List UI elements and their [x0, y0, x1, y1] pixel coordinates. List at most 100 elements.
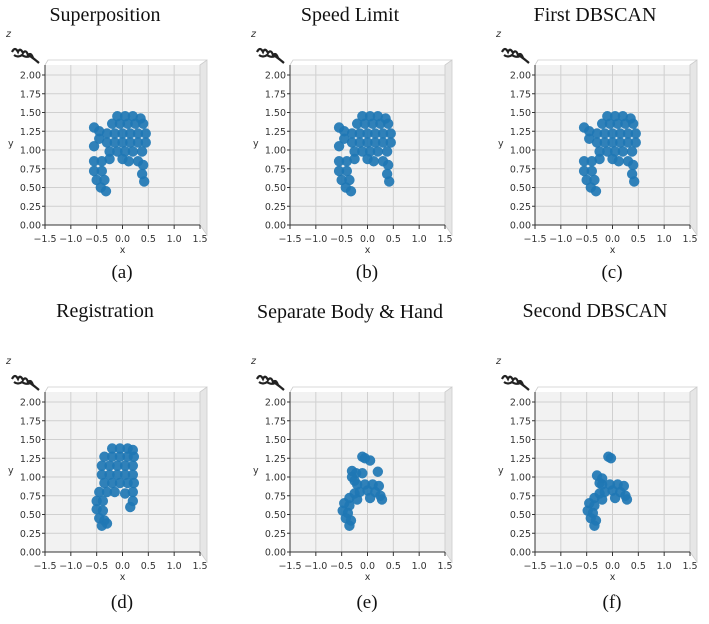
x-tick-label: 1.5 [192, 561, 207, 572]
side-pane [689, 59, 698, 237]
data-point [88, 165, 100, 177]
top-pane-edge [534, 386, 697, 393]
data-point [139, 176, 150, 187]
top-pane-edge [289, 59, 452, 66]
data-point [599, 128, 610, 139]
y-tick-label: 0.00 [20, 548, 41, 559]
y-tick-label: 0.75 [265, 164, 286, 175]
z-tick-labels-overlap [256, 374, 285, 391]
scatter-plot-d: −1.5 −1.0 −0.5 0.0 0.5 1.0 1.5 0.00 0.25 0.50 0.75… [5, 356, 208, 583]
y-tick-label: 2.00 [265, 71, 286, 82]
data-point [377, 137, 389, 148]
data-point [357, 146, 368, 157]
x-tick-label: 1.5 [682, 561, 697, 572]
x-tick-label: 0.5 [141, 234, 156, 245]
data-point [94, 126, 105, 137]
data-point [605, 453, 617, 464]
z-axis-label: z [495, 29, 502, 40]
x-tick-label: −1.0 [59, 234, 82, 245]
scatter-plot-c: −1.5 −1.0 −0.5 0.0 0.5 1.0 1.5 0.00 0.25 0.50 0.75… [495, 29, 698, 256]
x-axis-label: x [610, 245, 616, 256]
data-point [354, 137, 365, 148]
data-point [106, 451, 118, 462]
data-point [112, 469, 123, 480]
y-tick-label: 1.25 [265, 454, 286, 465]
data-point [596, 118, 608, 129]
data-point [333, 141, 345, 152]
x-tick-label: 0.0 [115, 561, 130, 572]
data-point [346, 137, 358, 148]
y-tick-label: 1.50 [265, 435, 286, 446]
data-point [88, 156, 100, 167]
y-tick-label: 1.50 [265, 108, 286, 119]
data-point [349, 146, 360, 157]
y-tick-label: 1.50 [510, 108, 531, 119]
data-point [596, 494, 608, 505]
panel-caption: (b) [355, 262, 379, 283]
y-tick-label: 0.50 [20, 510, 41, 521]
y-axis-label: y [498, 465, 504, 476]
data-point [128, 477, 140, 489]
x-tick-label: −0.5 [330, 561, 353, 572]
x-tick-label: 0.0 [360, 561, 375, 572]
y-tick-label: 0.00 [510, 548, 531, 559]
data-point [127, 460, 139, 471]
side-pane [444, 386, 453, 564]
data-point [370, 128, 381, 139]
data-point [104, 153, 115, 165]
y-tick-label: 0.75 [510, 164, 531, 175]
side-pane [689, 386, 698, 564]
data-point [341, 165, 353, 177]
z-tick-labels-overlap [256, 47, 285, 64]
data-point [385, 128, 396, 139]
data-point [578, 156, 590, 167]
data-point [351, 118, 363, 129]
x-tick-label: −1.5 [278, 234, 301, 245]
y-tick-label: 2.00 [510, 398, 531, 409]
data-point [333, 165, 345, 177]
data-point [627, 159, 639, 171]
data-point [114, 477, 126, 489]
data-point [626, 146, 638, 157]
y-tick-label: 0.25 [20, 529, 41, 540]
y-tick-label: 0.25 [20, 202, 41, 213]
data-point [132, 128, 144, 139]
z-axis-label: z [250, 356, 257, 367]
data-point [607, 128, 618, 139]
data-point [357, 468, 368, 479]
top-pane-edge [289, 386, 452, 393]
data-point [109, 128, 120, 139]
data-point [602, 146, 613, 157]
data-point [88, 141, 100, 152]
y-tick-label: 1.75 [510, 89, 531, 100]
x-tick-label: −1.0 [304, 561, 327, 572]
x-tick-label: 0.0 [115, 234, 130, 245]
data-point [101, 518, 113, 529]
data-point [377, 128, 389, 139]
y-tick-label: 1.75 [265, 416, 286, 427]
panel-title: First DBSCAN [533, 4, 657, 26]
y-tick-label: 1.50 [20, 435, 41, 446]
data-point [591, 137, 603, 148]
data-point [104, 460, 115, 471]
y-tick-label: 1.25 [265, 127, 286, 138]
x-tick-label: 1.5 [437, 561, 452, 572]
data-point [128, 451, 140, 462]
data-point [132, 137, 144, 148]
y-tick-label: 1.00 [510, 146, 531, 157]
data-point [584, 126, 595, 137]
x-tick-label: 1.5 [682, 234, 697, 245]
data-point [589, 520, 600, 531]
y-tick-label: 1.75 [510, 416, 531, 427]
data-point [349, 153, 360, 165]
x-axis-label: x [365, 572, 371, 583]
x-tick-label: −0.5 [85, 234, 108, 245]
y-tick-label: 1.00 [20, 473, 41, 484]
y-tick-label: 1.75 [265, 89, 286, 100]
x-tick-label: −0.5 [330, 234, 353, 245]
y-tick-label: 2.00 [265, 398, 286, 409]
data-point [97, 495, 109, 507]
x-tick-label: 1.5 [437, 234, 452, 245]
data-point [339, 133, 350, 144]
scatter-plot-a: −1.5 −1.0 −0.5 0.0 0.5 1.0 1.5 0.00 0.25 0.50 0.75… [5, 29, 208, 256]
